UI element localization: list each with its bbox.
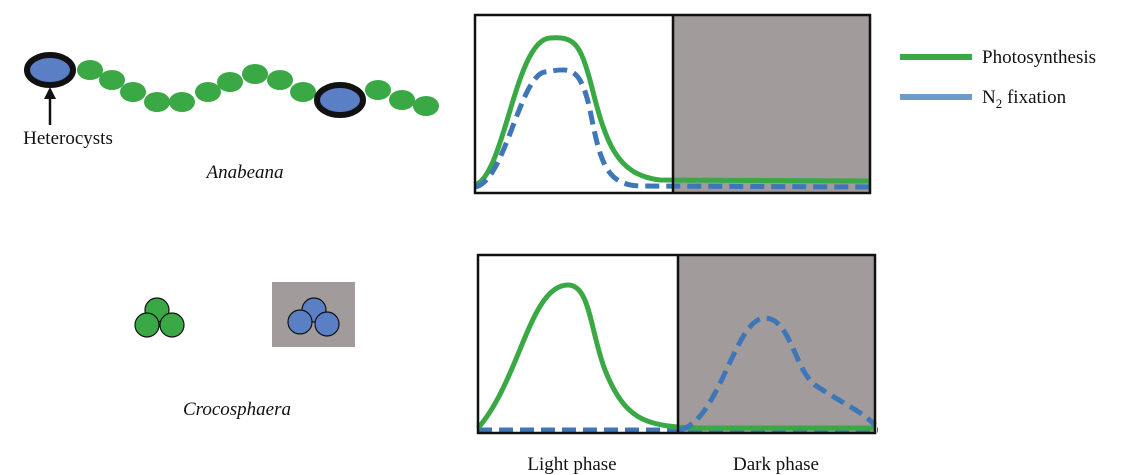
figure: Heterocysts Anabeana Crocosphaera Light … bbox=[0, 0, 1130, 475]
organism-name: Anabeana bbox=[204, 162, 283, 183]
organism-name: Crocosphaera bbox=[183, 399, 291, 420]
panel-anabaena bbox=[475, 15, 870, 193]
legend-label: N2 fixation bbox=[982, 87, 1067, 111]
legend-label: Photosynthesis bbox=[982, 47, 1096, 68]
crocosphaera-cells bbox=[135, 282, 355, 347]
arrow-head bbox=[44, 87, 56, 99]
anabaena-filament bbox=[27, 55, 439, 116]
legend: Photosynthesis N2 fixation bbox=[900, 47, 1096, 111]
phase-label: Dark phase bbox=[733, 454, 819, 475]
heterocysts-label: Heterocysts bbox=[23, 128, 113, 149]
phase-label: Light phase bbox=[527, 454, 616, 475]
panel-crocosphaera bbox=[478, 255, 878, 433]
